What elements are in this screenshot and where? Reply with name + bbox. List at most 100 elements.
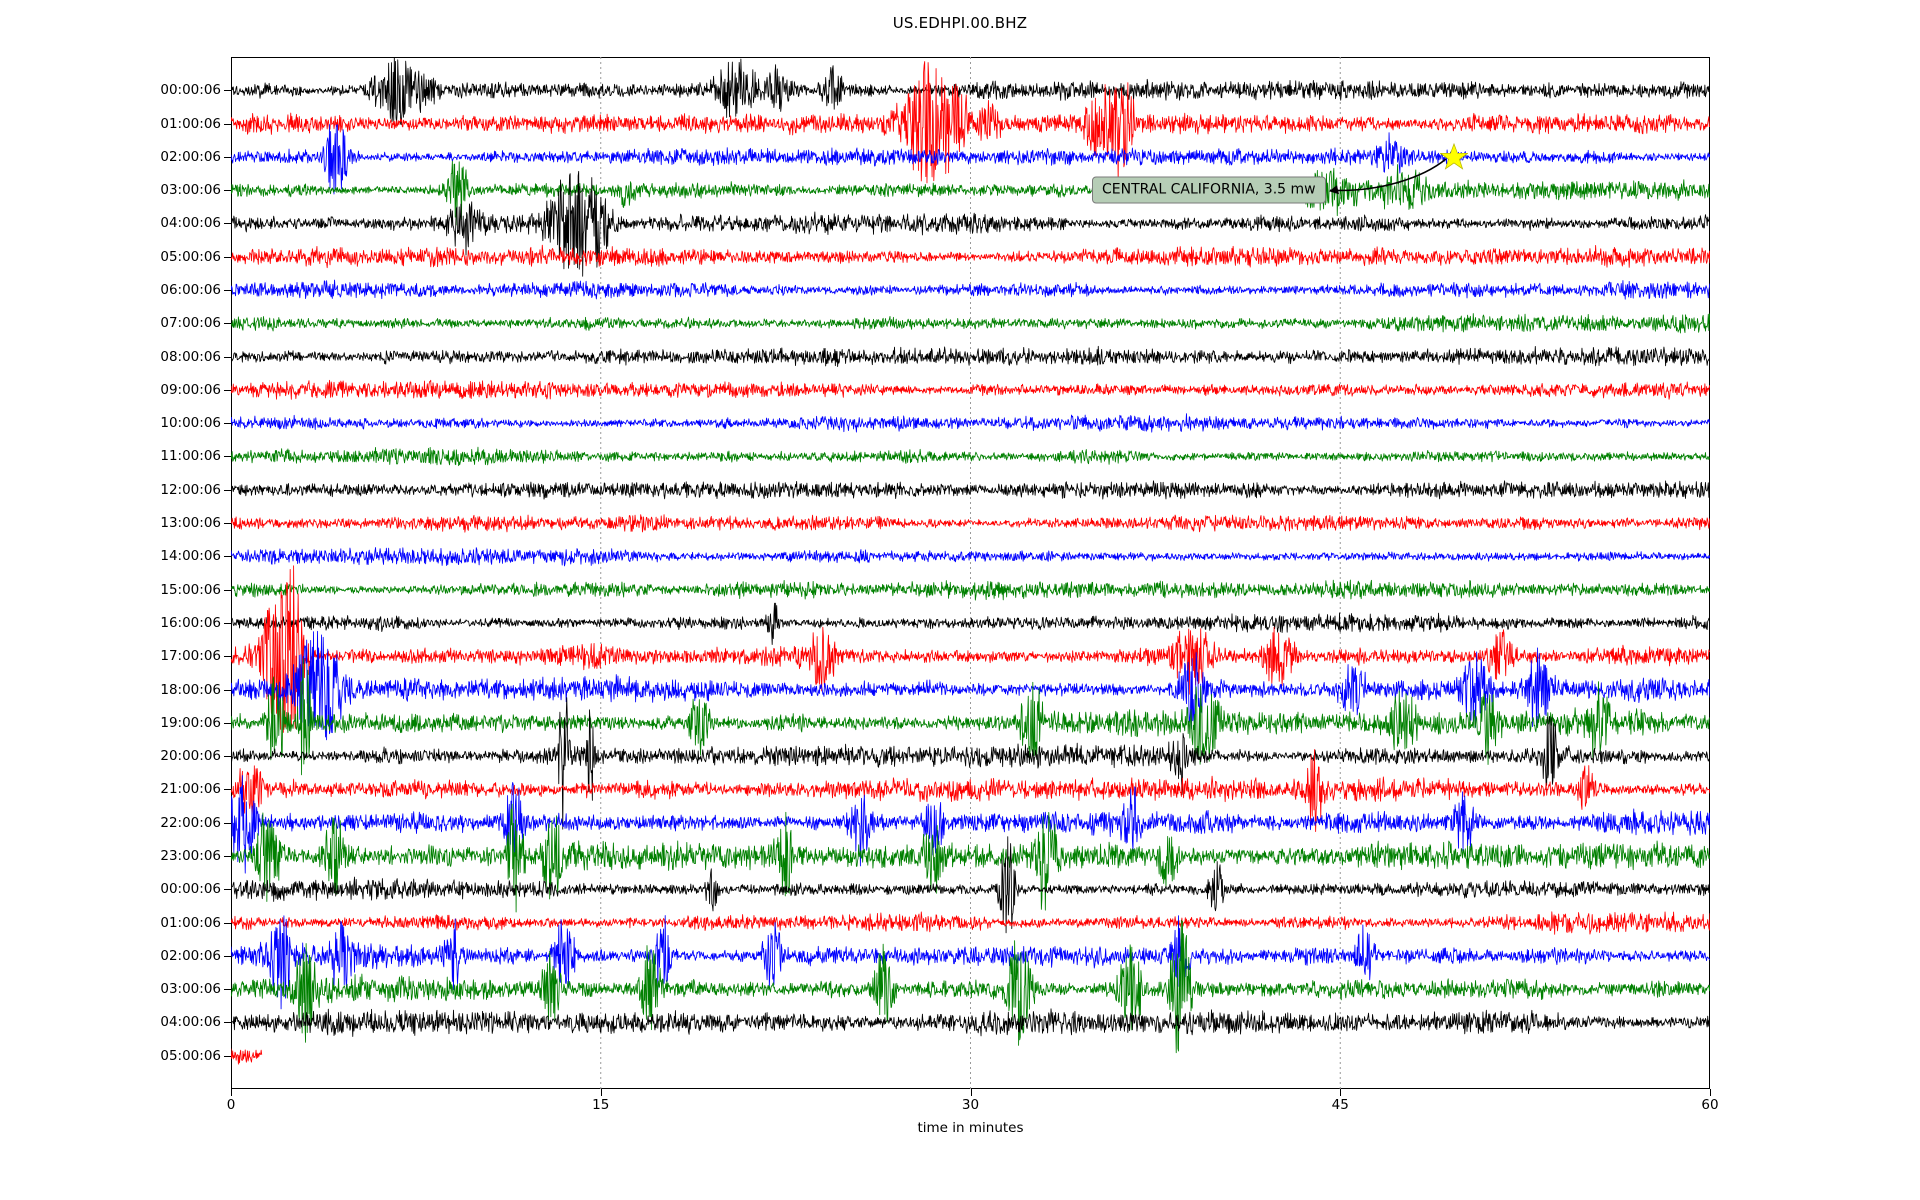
y-axis-tick (224, 90, 231, 92)
y-axis-tick (224, 356, 231, 358)
y-axis-tick (224, 622, 231, 624)
trace-line (231, 413, 1710, 433)
y-axis-tick-label: 02:00:06 (160, 148, 221, 165)
trace-line (231, 697, 1710, 830)
earthquake-star-icon (1439, 142, 1468, 170)
trace-line (231, 313, 1710, 334)
y-axis-tick-label: 20:00:06 (160, 748, 221, 765)
y-axis-tick-label: 19:00:06 (160, 714, 221, 731)
trace-line (231, 836, 1710, 934)
y-axis-tick (224, 456, 231, 458)
trace-line (231, 565, 1710, 733)
y-axis-tick (224, 922, 231, 924)
x-axis-tick (1340, 1089, 1342, 1096)
y-axis-tick (224, 589, 231, 591)
plot-area (231, 57, 1710, 1089)
x-axis-tick (970, 1089, 972, 1096)
y-axis-tick (224, 1022, 231, 1024)
x-axis-tick-label: 45 (1331, 1097, 1349, 1113)
trace-line (231, 379, 1710, 400)
y-axis-tick (224, 156, 231, 158)
y-axis-tick-label: 03:00:06 (160, 182, 221, 199)
x-axis-tick (231, 1089, 232, 1096)
y-axis-tick (224, 889, 231, 891)
trace-line (231, 124, 1710, 195)
y-axis-tick (224, 423, 231, 425)
trace-line (231, 160, 1710, 226)
y-axis-tick-label: 01:00:06 (160, 914, 221, 931)
y-axis-tick (224, 323, 231, 325)
x-axis-title: time in minutes (917, 1120, 1024, 1136)
y-axis-tick-label: 17:00:06 (160, 648, 221, 665)
trace-line (231, 775, 1710, 874)
y-axis-tick-label: 22:00:06 (160, 814, 221, 831)
trace-line (231, 244, 1710, 269)
y-axis-tick-label: 07:00:06 (160, 315, 221, 332)
trace-line (231, 658, 1710, 776)
y-axis-tick (224, 955, 231, 957)
y-axis-tick-label: 14:00:06 (160, 548, 221, 565)
y-axis-tick-label: 08:00:06 (160, 348, 221, 365)
y-axis-tick (224, 223, 231, 225)
y-axis-tick (224, 789, 231, 791)
y-axis-tick (224, 389, 231, 391)
y-axis-tick-label: 05:00:06 (160, 248, 221, 265)
y-axis-tick (224, 256, 231, 258)
y-axis-tick-label: 13:00:06 (160, 515, 221, 532)
trace-line (231, 170, 1710, 277)
x-axis-tick-label: 15 (592, 1097, 610, 1113)
y-axis-tick-label: 00:00:06 (160, 82, 221, 99)
y-axis-tick-label: 23:00:06 (160, 847, 221, 864)
page-title: US.EDHPI.00.BHZ (892, 14, 1028, 32)
y-axis-tick (224, 1055, 231, 1057)
x-axis-tick-label: 30 (961, 1097, 980, 1113)
y-axis-tick-label: 06:00:06 (160, 282, 221, 299)
y-axis-tick-label: 11:00:06 (160, 448, 221, 465)
y-axis-tick-label: 09:00:06 (160, 381, 221, 398)
trace-line (231, 480, 1710, 500)
y-axis-tick (224, 822, 231, 824)
y-axis-tick-label: 16:00:06 (160, 614, 221, 631)
trace-line (231, 57, 1710, 126)
x-axis-tick-label: 60 (1701, 1097, 1719, 1113)
x-axis-tick (1710, 1089, 1711, 1096)
y-axis-tick (224, 190, 231, 192)
y-axis-tick (224, 989, 231, 991)
y-axis-tick (224, 756, 231, 758)
trace-line (231, 514, 1710, 533)
y-axis-tick (224, 290, 231, 292)
y-axis-tick (224, 123, 231, 125)
trace-line (231, 279, 1710, 300)
trace-line (231, 911, 1710, 935)
y-axis-tick-label: 21:00:06 (160, 781, 221, 798)
y-axis-tick-label: 00:00:06 (160, 881, 221, 898)
y-axis-tick (224, 656, 231, 658)
event-annotation-label: CENTRAL CALIFORNIA, 3.5 mw (1092, 176, 1326, 204)
trace-line (231, 749, 1710, 832)
trace-line (231, 579, 1710, 601)
trace-line (231, 345, 1710, 368)
y-axis-tick-label: 18:00:06 (160, 681, 221, 698)
trace-line (231, 630, 1710, 741)
trace-line (231, 547, 1710, 567)
trace-line (231, 446, 1710, 467)
trace-line (231, 919, 1710, 1054)
x-axis-tick-label: 0 (226, 1097, 236, 1113)
trace-line (231, 1008, 1710, 1037)
x-axis-tick (600, 1089, 602, 1096)
trace-line (231, 61, 1710, 184)
y-axis-tick-label: 03:00:06 (160, 981, 221, 998)
trace-line (231, 602, 1710, 645)
y-axis-tick-label: 02:00:06 (160, 947, 221, 964)
trace-line (231, 1048, 263, 1065)
y-axis-tick (224, 523, 231, 525)
y-axis-tick-label: 04:00:06 (160, 215, 221, 232)
y-axis-tick (224, 855, 231, 857)
y-axis-tick-label: 10:00:06 (160, 415, 221, 432)
y-axis-tick-label: 05:00:06 (160, 1047, 221, 1064)
seismic-traces (231, 57, 1710, 1089)
trace-line (231, 803, 1710, 913)
y-axis-tick (224, 489, 231, 491)
y-axis-tick-label: 15:00:06 (160, 581, 221, 598)
